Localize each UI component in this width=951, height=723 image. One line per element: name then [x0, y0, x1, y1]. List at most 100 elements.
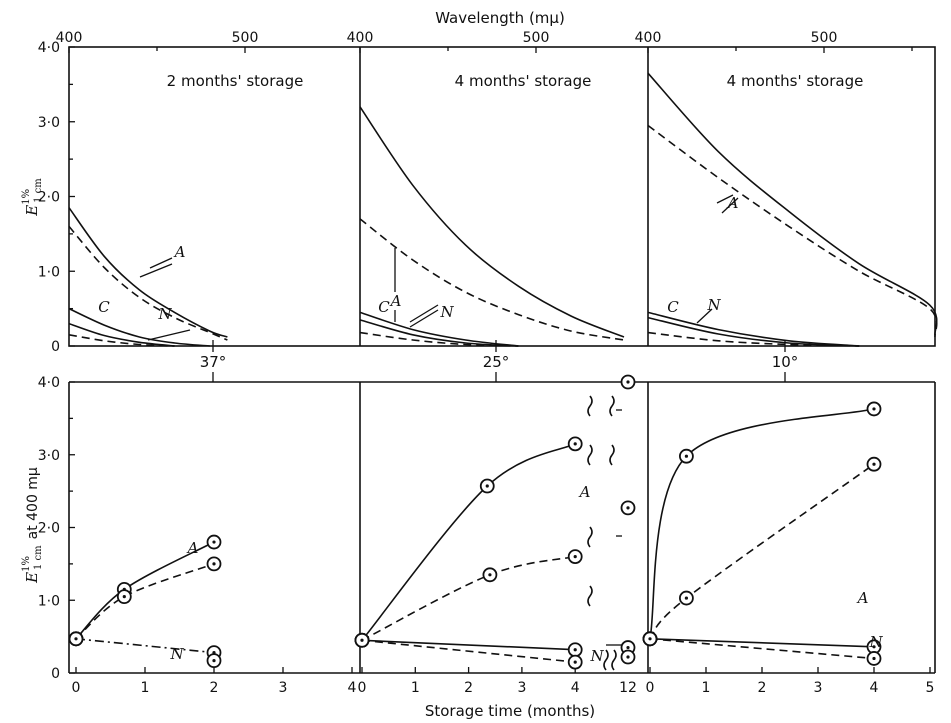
- label-pointer: [139, 263, 173, 278]
- series-label: C: [378, 298, 390, 316]
- data-point-center: [626, 380, 630, 384]
- y-tick-label: 4·0: [38, 40, 60, 56]
- data-point-center: [626, 655, 630, 659]
- data-point-center: [573, 648, 577, 652]
- series-line-N: [649, 638, 875, 660]
- x-tick-label: 0: [358, 680, 367, 696]
- data-point-center: [212, 659, 216, 663]
- series-label: N: [868, 633, 883, 651]
- temperature-label: 37°: [200, 353, 227, 371]
- axis-break: [611, 649, 617, 671]
- temperature-label: 10°: [772, 353, 799, 371]
- x-tick-label: 3: [279, 680, 288, 696]
- label-pointer: [696, 308, 713, 324]
- series-line-C: [68, 307, 210, 347]
- x-tick-label: 2: [758, 680, 767, 696]
- series-label: N: [589, 647, 604, 665]
- top-axis-label: Wavelength (mμ): [435, 9, 565, 27]
- x-tick-label: 3: [517, 680, 526, 696]
- series-label: N: [706, 296, 721, 314]
- y-tick-label: 0: [51, 339, 60, 355]
- series-line-N: [68, 333, 175, 347]
- x-tick-label: 4: [571, 680, 580, 696]
- series-line-A: [647, 72, 938, 335]
- axis-break: [587, 585, 593, 607]
- x-tick-label: 3: [814, 680, 823, 696]
- bottom-axis-label: Storage time (months): [425, 702, 595, 720]
- x-tick-label: 400: [56, 30, 83, 46]
- series-line-N: [75, 638, 215, 654]
- data-point-center: [573, 555, 577, 559]
- series-line-A: [361, 443, 576, 641]
- series-label: C: [667, 298, 679, 316]
- data-point-center: [872, 645, 876, 649]
- y-tick-label: 0: [51, 666, 60, 682]
- series-label: A: [726, 194, 739, 212]
- x-tick-label: 0: [646, 680, 655, 696]
- series-line-N: [68, 322, 175, 347]
- series-line-N: [647, 331, 860, 347]
- chart-marks: [68, 72, 938, 671]
- series-line-N: [361, 639, 576, 663]
- series-line-A: [359, 106, 625, 338]
- series-line-A: [75, 563, 215, 640]
- axis-break: [609, 395, 615, 417]
- label-pointer: [721, 197, 739, 214]
- panel-title: 4 months' storage: [727, 72, 864, 90]
- data-point-center: [74, 637, 78, 641]
- x-tick-label: 400: [635, 30, 662, 46]
- data-point-center: [684, 454, 689, 458]
- data-point-center: [573, 442, 577, 446]
- series-line-A: [649, 463, 875, 640]
- data-point-center: [872, 407, 876, 411]
- y-tick-label: 2·0: [38, 190, 60, 206]
- x-tick-label: 0: [72, 680, 81, 696]
- x-tick-label: 4: [870, 680, 879, 696]
- label-pointer: [409, 304, 439, 323]
- label-pointer: [716, 194, 734, 204]
- x-tick-label: 2: [464, 680, 473, 696]
- x-tick-label: 1: [141, 680, 150, 696]
- series-line-N: [361, 639, 576, 651]
- series-line-A: [647, 124, 938, 338]
- x-tick-label: 500: [523, 30, 550, 46]
- data-point-center: [626, 645, 630, 650]
- y-tick-label: 3·0: [38, 448, 60, 464]
- y-tick-label: 2·0: [38, 521, 60, 537]
- data-point-center: [872, 462, 876, 466]
- temperature-label: 25°: [483, 353, 510, 371]
- y-tick-label: 3·0: [38, 115, 60, 131]
- series-label: N: [439, 303, 454, 321]
- series-line-N: [359, 331, 519, 347]
- x-tick-label: 500: [811, 30, 838, 46]
- label-pointer: [147, 329, 191, 341]
- series-label: N: [157, 305, 172, 323]
- series-line-N: [647, 316, 860, 347]
- data-point-center: [684, 596, 689, 600]
- series-label: A: [186, 539, 199, 557]
- series-label: C: [98, 298, 110, 316]
- axis-break: [587, 526, 593, 548]
- x-tick-label: 1: [411, 680, 420, 696]
- data-point-center: [573, 660, 577, 664]
- y-tick-label: 1·0: [38, 264, 60, 280]
- y-tick-label: 4·0: [38, 375, 60, 391]
- series-label: A: [389, 292, 402, 310]
- x-tick-label: 12: [619, 680, 637, 696]
- x-tick-label: 500: [232, 30, 259, 46]
- data-point-center: [872, 656, 876, 661]
- axis-break: [609, 444, 615, 466]
- x-tick-label: 1: [702, 680, 711, 696]
- x-tick-label: 4: [348, 680, 357, 696]
- x-tick-label: 5: [926, 680, 935, 696]
- data-point-center: [212, 540, 216, 544]
- series-line-A: [68, 207, 228, 338]
- panel-title: 4 months' storage: [455, 72, 592, 90]
- label-pointer: [149, 257, 173, 269]
- y-tick-label: 1·0: [38, 593, 60, 609]
- panel-title: 2 months' storage: [167, 72, 304, 90]
- data-point-center: [122, 595, 126, 599]
- x-tick-label: 2: [210, 680, 219, 696]
- x-tick-label: 400: [347, 30, 374, 46]
